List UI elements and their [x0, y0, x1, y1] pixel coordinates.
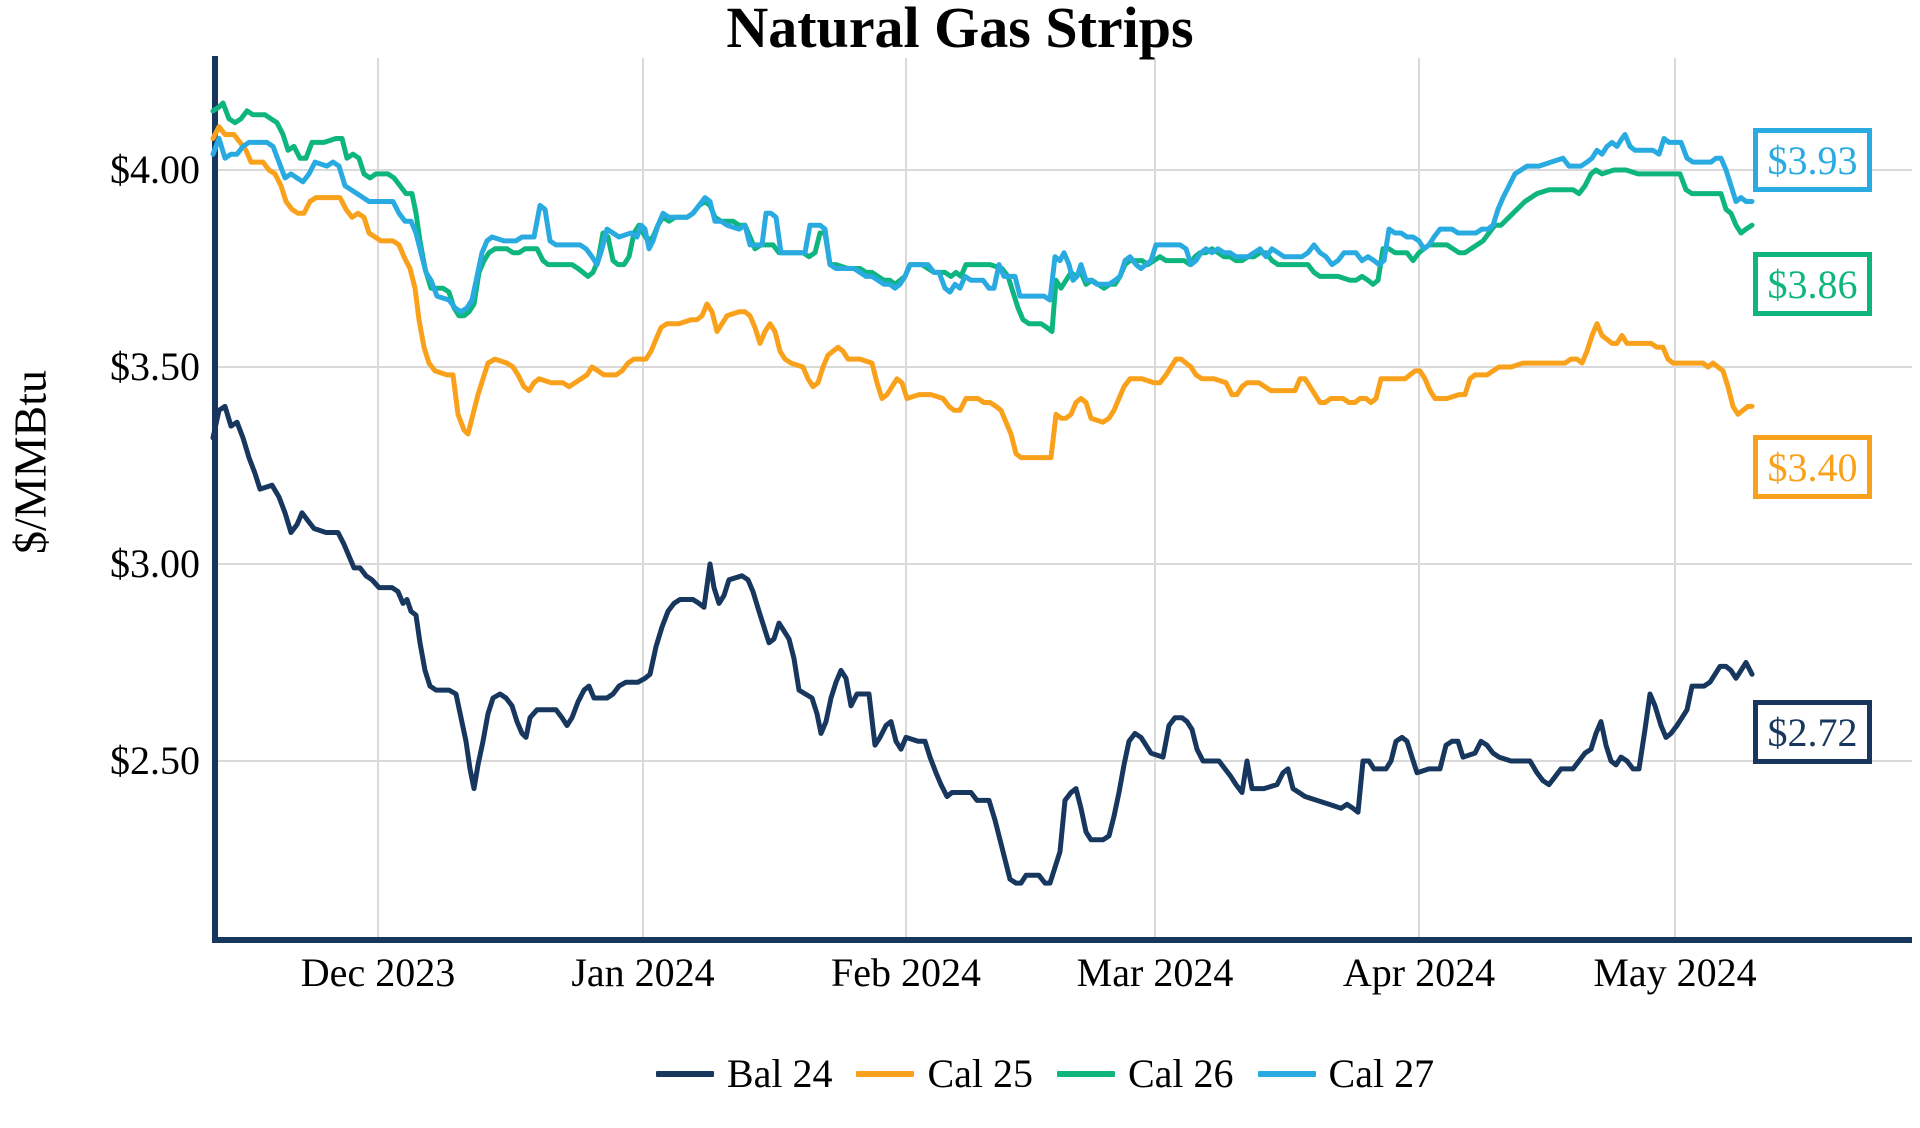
chart-title: Natural Gas Strips: [726, 0, 1194, 60]
y-tick-label: $2.50: [110, 738, 200, 783]
legend-label: Cal 27: [1328, 1051, 1435, 1096]
x-tick-label: Feb 2024: [831, 950, 981, 995]
y-axis-title: $/MMBtu: [4, 369, 56, 555]
x-tick-label: May 2024: [1593, 950, 1757, 995]
series-line-cal-25: [210, 124, 1755, 461]
x-tick-label: Dec 2023: [300, 950, 456, 995]
legend-item-cal-25: Cal 25: [856, 1050, 1033, 1097]
legend-swatch-bal-24: [655, 1070, 714, 1077]
y-tick-label: $3.00: [110, 541, 200, 586]
y-tick-label: $3.50: [110, 344, 200, 389]
y-tick-label: $4.00: [110, 147, 200, 192]
series-line-cal-27: [210, 132, 1755, 315]
series-line-cal-26: [210, 100, 1755, 334]
end-label-cal-27: $3.93: [1753, 128, 1872, 192]
legend-swatch-cal-25: [856, 1070, 915, 1077]
x-tick-label: Mar 2024: [1076, 950, 1234, 995]
x-tick-label: Jan 2024: [571, 950, 715, 995]
legend: Bal 24 Cal 25 Cal 26 Cal 27: [170, 1050, 1920, 1097]
x-tick-label: Apr 2024: [1342, 950, 1496, 995]
legend-label: Cal 25: [927, 1051, 1033, 1096]
series-line-bal-24: [210, 403, 1755, 886]
end-label-cal-26: $3.86: [1753, 252, 1872, 316]
legend-item-bal-24: Bal 24: [655, 1050, 833, 1097]
legend-swatch-cal-27: [1257, 1070, 1316, 1077]
legend-item-cal-27: Cal 27: [1257, 1050, 1435, 1097]
end-label-bal-24: $2.72: [1753, 700, 1872, 764]
legend-swatch-cal-26: [1057, 1070, 1115, 1077]
end-label-cal-25: $3.40: [1753, 435, 1872, 499]
legend-item-cal-26: Cal 26: [1057, 1050, 1234, 1097]
legend-label: Cal 26: [1128, 1051, 1234, 1096]
legend-label: Bal 24: [726, 1051, 833, 1096]
